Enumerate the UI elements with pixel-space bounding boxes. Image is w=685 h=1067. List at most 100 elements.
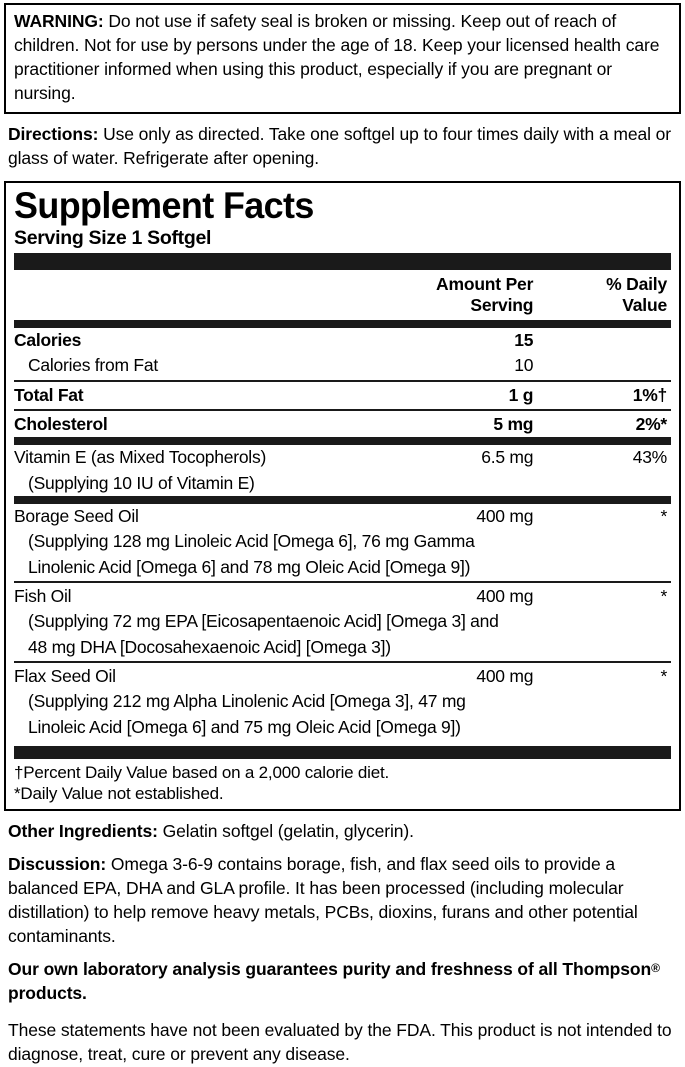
table-row: Calories from Fat 10 xyxy=(14,353,671,378)
nutrient-dv: 1%† xyxy=(632,384,668,405)
nutrient-amount: 10 xyxy=(514,355,534,376)
table-row: (Supplying 128 mg Linoleic Acid [Omega 6… xyxy=(14,529,671,554)
guarantee-paragraph: Our own laboratory analysis guarantees p… xyxy=(8,958,677,1006)
header-dv-line2: Value xyxy=(622,294,667,315)
nutrient-amount: 5 mg xyxy=(493,413,534,434)
header-spacer xyxy=(14,270,396,320)
nutrient-subline: (Supplying 72 mg EPA [Eicosapentaenoic A… xyxy=(28,611,499,632)
discussion-body: Omega 3-6-9 contains borage, fish, and f… xyxy=(8,853,638,946)
nutrient-subline: 48 mg DHA [Docosahexaenoic Acid] [Omega … xyxy=(28,636,391,657)
serving-size-line: Serving Size 1 Softgel xyxy=(14,226,212,249)
divider-bar-thick-top xyxy=(14,253,671,271)
table-row: Borage Seed Oil 400 mg * xyxy=(14,504,671,529)
table-row: Cholesterol 5 mg 2%* xyxy=(14,412,671,437)
table-row: Linolenic Acid [Omega 6] and 78 mg Oleic… xyxy=(14,555,671,580)
nutrient-subline: (Supplying 212 mg Alpha Linolenic Acid [… xyxy=(28,691,466,712)
table-row: Calories 15 xyxy=(14,328,671,353)
hairline-rule xyxy=(14,408,671,411)
supplement-facts-oils: Borage Seed Oil 400 mg * (Supplying 128 … xyxy=(14,504,671,740)
nutrient-dv: * xyxy=(660,505,667,526)
nutrient-amount: 400 mg xyxy=(476,666,534,687)
supplement-facts-panel: Supplement Facts Serving Size 1 Softgel … xyxy=(4,180,681,811)
nutrient-amount: 6.5 mg xyxy=(481,447,534,468)
discussion-label: Discussion: xyxy=(8,853,107,874)
nutrient-name: (Supplying 10 IU of Vitamin E) xyxy=(14,471,396,496)
nutrient-dv xyxy=(545,328,671,353)
nutrient-amount xyxy=(396,471,545,496)
nutrient-subline: Calories from Fat xyxy=(28,355,158,376)
table-row: Fish Oil 400 mg * xyxy=(14,584,671,609)
supplement-label-page: WARNING: Do not use if safety seal is br… xyxy=(0,3,685,1064)
row-separator xyxy=(14,660,671,664)
table-row: Total Fat 1 g 1%† xyxy=(14,383,671,408)
nutrient-dv: * xyxy=(660,585,667,606)
header-percent-daily-value: % Daily Value xyxy=(545,270,671,320)
table-row: Linoleic Acid [Omega 6] and 75 mg Oleic … xyxy=(14,715,671,740)
warning-label: WARNING: xyxy=(14,11,104,31)
supplement-facts-body: Calories 15 Calories from Fat 10 Total F… xyxy=(14,328,671,437)
table-row: (Supplying 212 mg Alpha Linolenic Acid [… xyxy=(14,689,671,714)
nutrient-dv xyxy=(545,471,671,496)
warning-text: WARNING: Do not use if safety seal is br… xyxy=(14,10,671,106)
nutrient-amount: 15 xyxy=(514,329,534,350)
header-amount-line2: Serving xyxy=(470,294,534,315)
nutrient-subline: Linolenic Acid [Omega 6] and 78 mg Oleic… xyxy=(28,556,471,577)
nutrient-name: (Supplying 128 mg Linoleic Acid [Omega 6… xyxy=(14,529,671,554)
nutrient-name: Calories from Fat xyxy=(14,353,396,378)
header-amount-per-serving: Amount Per Serving xyxy=(396,270,545,320)
discussion-paragraph: Discussion: Omega 3-6-9 contains borage,… xyxy=(8,853,677,949)
registered-trademark-icon: ® xyxy=(651,960,660,975)
guarantee-text-before: Our own laboratory analysis guarantees p… xyxy=(8,958,652,979)
nutrient-name: (Supplying 212 mg Alpha Linolenic Acid [… xyxy=(14,689,671,714)
hairline-rule xyxy=(14,379,671,382)
table-row: 48 mg DHA [Docosahexaenoic Acid] [Omega … xyxy=(14,635,671,660)
nutrient-name: Cholesterol xyxy=(14,413,108,434)
directions-label: Directions: xyxy=(8,123,99,144)
other-ingredients-label: Other Ingredients: xyxy=(8,820,158,841)
other-ingredients-body: Gelatin softgel (gelatin, glycerin). xyxy=(157,820,414,841)
nutrient-name: Linoleic Acid [Omega 6] and 75 mg Oleic … xyxy=(14,715,671,740)
table-row: Vitamin E (as Mixed Tocopherols) 6.5 mg … xyxy=(14,445,671,470)
nutrient-subline: (Supplying 128 mg Linoleic Acid [Omega 6… xyxy=(28,531,475,552)
nutrient-name: 48 mg DHA [Docosahexaenoic Acid] [Omega … xyxy=(14,635,671,660)
guarantee-text-after: products. xyxy=(8,982,87,1003)
nutrient-dv: 43% xyxy=(632,447,668,468)
other-ingredients-paragraph: Other Ingredients: Gelatin softgel (gela… xyxy=(8,820,677,844)
footnotes-block: †Percent Daily Value based on a 2,000 ca… xyxy=(14,759,671,805)
nutrient-name: Linolenic Acid [Omega 6] and 78 mg Oleic… xyxy=(14,555,671,580)
table-row: (Supplying 10 IU of Vitamin E) xyxy=(14,471,671,496)
nutrient-dv xyxy=(545,353,671,378)
nutrient-name: Flax Seed Oil xyxy=(14,666,116,687)
nutrient-name: Calories xyxy=(14,329,82,350)
hairline-rule xyxy=(14,661,671,664)
row-separator xyxy=(14,580,671,584)
table-header-row: Amount Per Serving % Daily Value xyxy=(14,270,671,320)
table-row: Flax Seed Oil 400 mg * xyxy=(14,664,671,689)
supplement-facts-table: Amount Per Serving % Daily Value xyxy=(14,270,671,320)
nutrient-amount: 1 g xyxy=(508,384,534,405)
nutrient-name: Total Fat xyxy=(14,384,84,405)
nutrient-dv: 2%* xyxy=(635,413,668,434)
nutrient-subline: (Supplying 10 IU of Vitamin E) xyxy=(28,472,255,493)
divider-bar-above-footnotes xyxy=(14,746,671,760)
divider-bar-above-oils xyxy=(14,495,671,504)
directions-paragraph: Directions: Use only as directed. Take o… xyxy=(8,123,677,171)
supplement-facts-title: Supplement Facts xyxy=(14,184,314,226)
directions-body: Use only as directed. Take one softgel u… xyxy=(8,123,672,168)
nutrient-name: (Supplying 72 mg EPA [Eicosapentaenoic A… xyxy=(14,609,671,634)
row-separator xyxy=(14,408,671,412)
nutrient-amount: 400 mg xyxy=(476,585,534,606)
nutrient-amount: 400 mg xyxy=(476,505,534,526)
warning-box: WARNING: Do not use if safety seal is br… xyxy=(4,3,681,114)
nutrient-dv: * xyxy=(660,666,667,687)
divider-bar-under-headers xyxy=(14,319,671,328)
table-row: (Supplying 72 mg EPA [Eicosapentaenoic A… xyxy=(14,609,671,634)
nutrient-name: Vitamin E (as Mixed Tocopherols) xyxy=(14,447,267,468)
header-amount-line1: Amount Per xyxy=(436,274,534,295)
divider-bar-above-vitamin-e xyxy=(14,437,671,446)
nutrient-subline: Linoleic Acid [Omega 6] and 75 mg Oleic … xyxy=(28,716,461,737)
fda-disclaimer-paragraph: These statements have not been evaluated… xyxy=(8,1019,672,1064)
footnote-asterisk: *Daily Value not established. xyxy=(14,784,224,804)
warning-body: Do not use if safety seal is broken or m… xyxy=(14,11,660,103)
nutrient-name: Fish Oil xyxy=(14,585,72,606)
